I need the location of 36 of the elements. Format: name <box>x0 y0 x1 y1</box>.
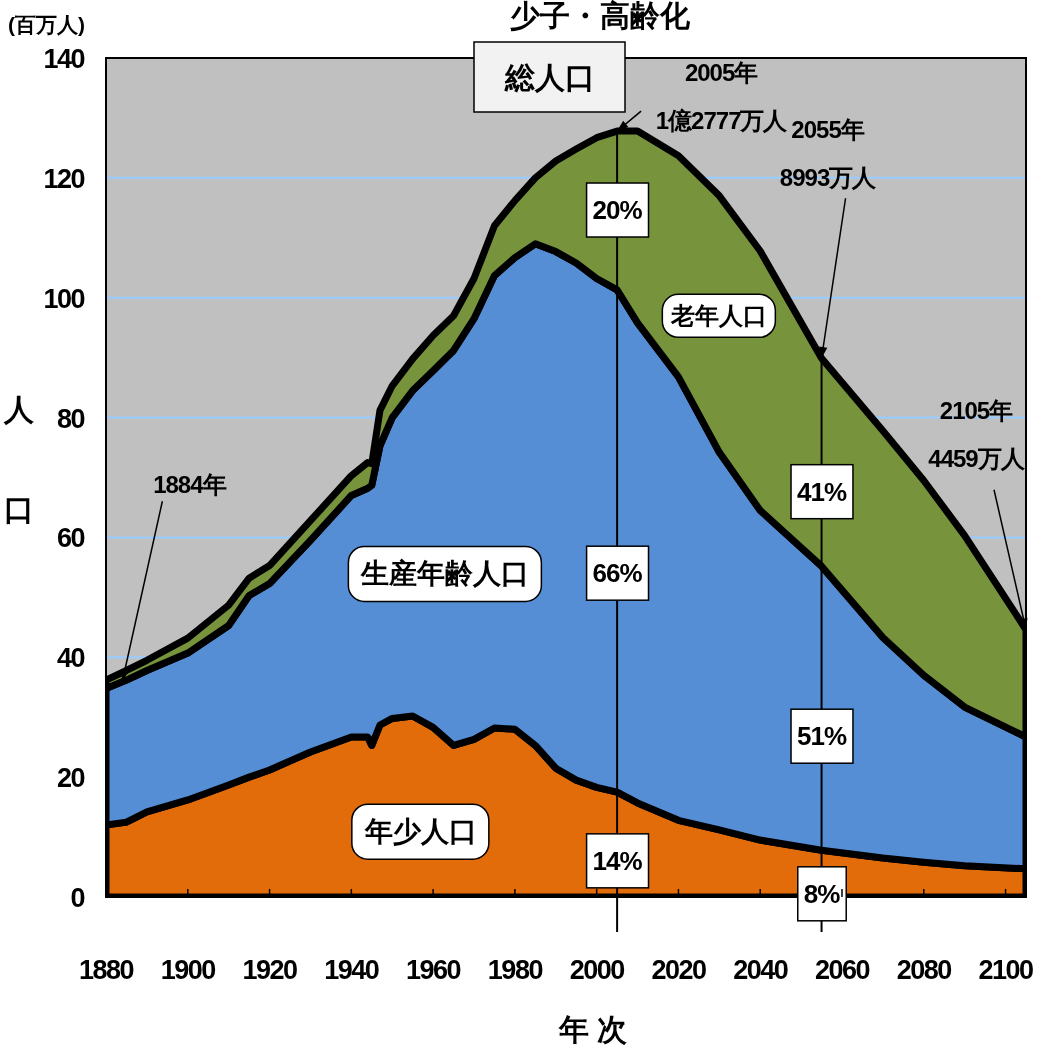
annotation: 14% <box>592 845 643 876</box>
series-label: 年少人口 <box>363 816 477 848</box>
series-label: 生産年齢人口 <box>360 558 530 590</box>
x-tick-label: 1900 <box>160 955 216 985</box>
x-tick-label: 2060 <box>814 955 870 985</box>
text: 人口 <box>4 393 34 526</box>
y-tick-label: 140 <box>43 44 85 74</box>
x-tick-label: 1960 <box>406 955 461 985</box>
x-tick-label: 1880 <box>78 955 134 985</box>
x-axis-title: 年 次 <box>557 1013 628 1046</box>
x-tick-label: 2040 <box>733 955 788 985</box>
annotation: 総人口 <box>504 61 595 94</box>
annotation: 51% <box>797 721 847 752</box>
y-tick-label: 20 <box>56 763 85 794</box>
chart-title: 少子・高齢化 <box>510 0 691 32</box>
x-tick-label: 1980 <box>487 955 543 985</box>
annotation: 41% <box>797 476 847 507</box>
x-tick-label: 2080 <box>896 955 952 985</box>
y-tick-label: 100 <box>43 283 85 314</box>
y-tick-label: 80 <box>56 403 85 434</box>
series-label: 老年人口 <box>670 302 768 330</box>
x-tick-label: 2000 <box>569 955 625 985</box>
annotation: 20% <box>592 195 643 226</box>
x-tick-label: 2100 <box>978 955 1034 985</box>
y-tick-label: 60 <box>56 523 85 554</box>
y-tick-label: 120 <box>43 163 85 194</box>
y-tick-label: 0 <box>70 883 85 913</box>
x-tick-label: 1940 <box>324 955 379 985</box>
annotation: 66% <box>592 558 643 589</box>
x-tick-label: 1920 <box>242 955 298 985</box>
y-tick-label: 40 <box>56 643 85 674</box>
annotation: 8% <box>803 878 841 909</box>
x-tick-label: 2020 <box>651 955 706 985</box>
text: (百万人) <box>8 13 85 36</box>
annotation: 1884年 <box>153 471 227 499</box>
annotation: 2105年 4459万人 <box>928 396 1026 472</box>
